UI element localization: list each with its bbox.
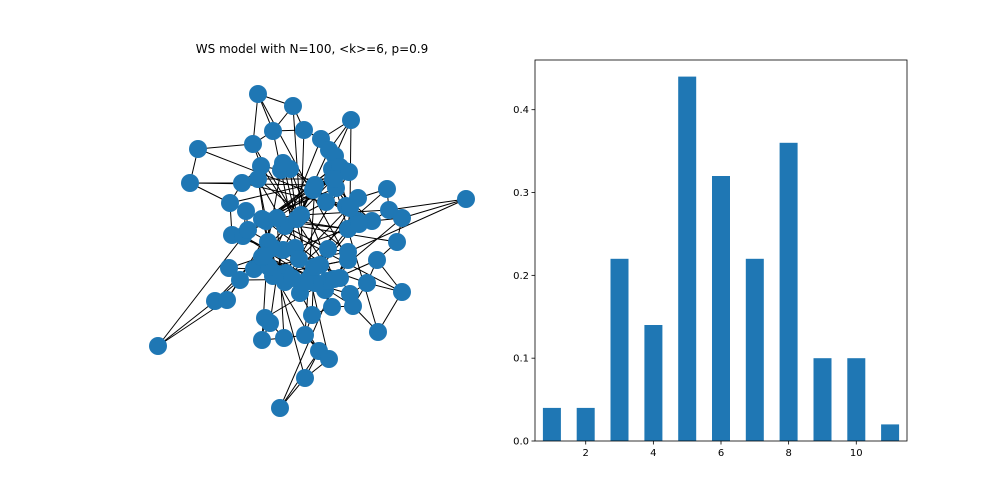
network-node bbox=[244, 135, 262, 153]
network-edge bbox=[401, 198, 467, 219]
histogram-bar bbox=[881, 424, 900, 441]
network-node bbox=[369, 323, 387, 341]
network-node bbox=[350, 215, 368, 233]
x-tick-label: 8 bbox=[785, 448, 791, 459]
network-title: WS model with N=100, <k>=6, p=0.9 bbox=[196, 42, 428, 56]
network-node bbox=[181, 174, 199, 192]
network-node bbox=[253, 331, 271, 349]
network-node bbox=[320, 350, 338, 368]
x-tick-label: 2 bbox=[583, 448, 589, 459]
network-node bbox=[253, 210, 271, 228]
network-node bbox=[325, 170, 343, 188]
network-edge bbox=[272, 130, 300, 260]
network-edge bbox=[267, 169, 282, 243]
histogram-bar bbox=[847, 358, 866, 441]
network-node bbox=[220, 259, 238, 277]
network-node bbox=[290, 250, 308, 268]
network-node bbox=[341, 199, 359, 217]
network-node bbox=[305, 258, 323, 276]
network-node bbox=[296, 326, 314, 344]
network-node bbox=[221, 194, 239, 212]
network-node bbox=[393, 209, 411, 227]
histogram-bar bbox=[712, 176, 730, 441]
network-node bbox=[340, 163, 358, 181]
network-node bbox=[380, 201, 398, 219]
histogram-bars bbox=[542, 76, 900, 442]
network-node bbox=[296, 369, 314, 387]
network-node bbox=[239, 221, 257, 239]
histogram-bar bbox=[813, 358, 832, 441]
network-node bbox=[457, 190, 475, 208]
network-node bbox=[149, 337, 167, 355]
histogram-bar bbox=[678, 76, 697, 441]
network-node bbox=[393, 283, 411, 301]
y-tick-label: 0.4 bbox=[513, 105, 529, 116]
network-node bbox=[237, 202, 255, 220]
network-node bbox=[271, 399, 289, 417]
network-node bbox=[325, 270, 343, 288]
network-node bbox=[218, 291, 236, 309]
network-edge bbox=[197, 143, 254, 150]
y-tick-label: 0.3 bbox=[513, 188, 529, 199]
histogram-bar bbox=[644, 325, 663, 441]
network-node bbox=[264, 122, 282, 140]
network-node bbox=[295, 121, 313, 139]
histogram-bar bbox=[610, 258, 629, 441]
network-node bbox=[284, 97, 302, 115]
network-node bbox=[189, 140, 207, 158]
y-tick-label: 0.0 bbox=[513, 437, 529, 448]
network-node bbox=[339, 243, 357, 261]
network-node bbox=[317, 193, 335, 211]
network-node bbox=[292, 206, 310, 224]
network-edge bbox=[347, 198, 467, 253]
network-edge bbox=[157, 300, 216, 347]
network-node bbox=[268, 209, 286, 227]
histogram-bar bbox=[745, 258, 764, 441]
network-node bbox=[378, 180, 396, 198]
network-edge bbox=[388, 198, 467, 211]
network-graph: WS model with N=100, <k>=6, p=0.9 bbox=[149, 42, 475, 417]
y-axis: 0.0 0.1 0.2 0.3 0.4 bbox=[513, 105, 535, 448]
histogram-bar bbox=[779, 142, 798, 442]
network-node bbox=[344, 297, 362, 315]
network-node bbox=[255, 247, 273, 265]
network-node bbox=[231, 271, 249, 289]
histogram-bar bbox=[542, 407, 561, 441]
network-node bbox=[342, 111, 360, 129]
network-node bbox=[319, 240, 337, 258]
network-node bbox=[275, 329, 293, 347]
x-tick-label: 6 bbox=[718, 448, 724, 459]
network-edge bbox=[157, 229, 249, 347]
y-tick-label: 0.1 bbox=[513, 354, 529, 365]
network-node bbox=[368, 251, 386, 269]
network-node bbox=[388, 233, 406, 251]
histogram-bar bbox=[576, 407, 595, 441]
network-node bbox=[323, 298, 341, 316]
x-axis: 2 4 6 8 10 bbox=[583, 441, 863, 459]
network-node bbox=[274, 154, 292, 172]
x-tick-label: 4 bbox=[650, 448, 656, 459]
network-node bbox=[249, 170, 267, 188]
degree-histogram: 2 4 6 8 10 0.0 0.1 0.2 0.3 0.4 bbox=[513, 59, 908, 459]
network-node bbox=[283, 269, 301, 287]
network-node bbox=[249, 85, 267, 103]
x-tick-label: 10 bbox=[850, 448, 863, 459]
network-node bbox=[306, 176, 324, 194]
network-node bbox=[233, 174, 251, 192]
y-tick-label: 0.2 bbox=[513, 271, 529, 282]
network-node bbox=[261, 314, 279, 332]
network-nodes bbox=[149, 85, 475, 417]
network-node bbox=[303, 306, 321, 324]
network-node bbox=[358, 274, 376, 292]
network-edge bbox=[294, 228, 349, 249]
